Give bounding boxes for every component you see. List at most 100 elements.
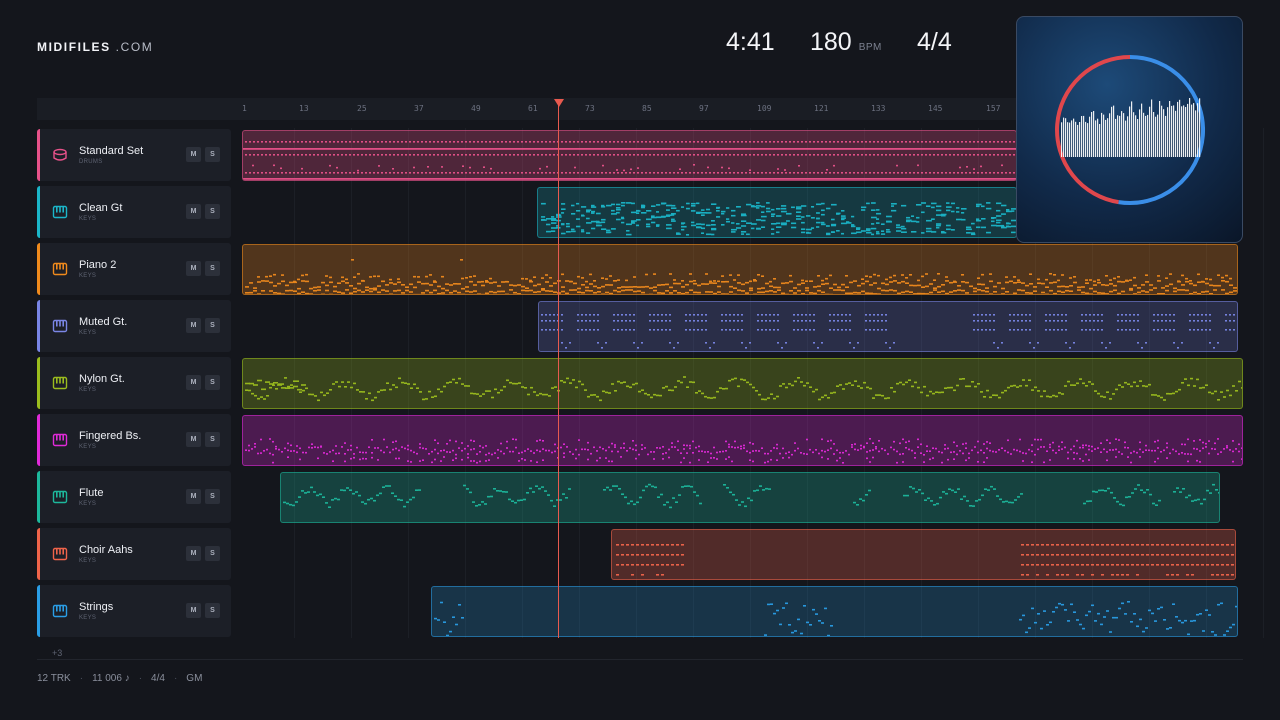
ruler-tick: 61 — [528, 104, 538, 113]
note-pattern — [243, 141, 1016, 180]
note-pattern — [434, 601, 1237, 636]
piano-icon — [52, 432, 68, 448]
note-pattern — [541, 202, 1016, 236]
solo-button[interactable]: S — [205, 204, 220, 219]
grid-line — [408, 128, 409, 638]
midi-standard: GM — [186, 673, 203, 684]
track-color-stripe — [37, 585, 40, 637]
tempo-value: 180 — [810, 28, 852, 56]
track-header[interactable]: Choir Aahs KEYS M S — [37, 528, 231, 580]
midi-clip[interactable] — [431, 586, 1238, 637]
track-category: KEYS — [79, 216, 97, 222]
note-pattern — [283, 483, 1219, 509]
timeline-ruler[interactable]: 1 13 25 37 49 61 73 85 97 109 121 133 145 157 — [37, 98, 1243, 120]
ruler-tick: 133 — [871, 104, 886, 113]
tempo-unit: BPM — [858, 42, 882, 53]
more-tracks[interactable]: +3 — [52, 648, 63, 658]
piano-icon — [52, 318, 68, 334]
solo-button[interactable]: S — [205, 318, 220, 333]
track-name: Flute — [79, 487, 104, 499]
mute-button[interactable]: M — [186, 375, 201, 390]
piano-icon — [52, 261, 68, 277]
ruler-tick: 37 — [414, 104, 424, 113]
track-color-stripe — [37, 300, 40, 352]
track-header[interactable]: Standard Set DRUMS M S — [37, 129, 231, 181]
midi-clip[interactable] — [611, 529, 1236, 580]
solo-button[interactable]: S — [205, 261, 220, 276]
grid-line — [1149, 128, 1150, 638]
grid-line — [465, 128, 466, 638]
track-name: Piano 2 — [79, 259, 117, 271]
ruler-tick: 73 — [585, 104, 595, 113]
logo: MIDIFILES .COM — [37, 40, 154, 54]
solo-button[interactable]: S — [205, 546, 220, 561]
solo-button[interactable]: S — [205, 375, 220, 390]
track-name: Nylon Gt. — [79, 373, 125, 385]
playhead[interactable] — [558, 102, 559, 638]
track-category: KEYS — [79, 273, 97, 279]
piano-icon — [52, 489, 68, 505]
mute-button[interactable]: M — [186, 603, 201, 618]
track-header[interactable]: Strings KEYS M S — [37, 585, 231, 637]
solo-button[interactable]: S — [205, 489, 220, 504]
solo-button[interactable]: S — [205, 603, 220, 618]
ruler-tick: 49 — [471, 104, 481, 113]
tempo: 180 BPM — [810, 28, 917, 57]
ruler-tick: 157 — [986, 104, 1001, 113]
grid-line — [750, 128, 751, 638]
midi-clip[interactable] — [242, 358, 1243, 409]
track-category: KEYS — [79, 615, 97, 621]
note-count: 11 006 ♪ — [92, 673, 130, 684]
track-category: KEYS — [79, 444, 97, 450]
solo-button[interactable]: S — [205, 432, 220, 447]
track-name: Fingered Bs. — [79, 430, 142, 442]
track-category: DRUMS — [79, 159, 103, 165]
note-pattern — [245, 376, 1242, 402]
track-color-stripe — [37, 414, 40, 466]
note-pattern — [541, 314, 1235, 349]
solo-button[interactable]: S — [205, 147, 220, 162]
grid-line — [1263, 128, 1264, 638]
grid-line — [1092, 128, 1093, 638]
midi-clip[interactable] — [242, 415, 1243, 466]
piano-icon — [52, 375, 68, 391]
mute-button[interactable]: M — [186, 204, 201, 219]
track-name: Choir Aahs — [79, 544, 133, 556]
mute-button[interactable]: M — [186, 489, 201, 504]
mute-button[interactable]: M — [186, 432, 201, 447]
track-color-stripe — [37, 186, 40, 238]
track-count: 12 TRK — [37, 673, 71, 684]
mute-button[interactable]: M — [186, 147, 201, 162]
mute-button[interactable]: M — [186, 261, 201, 276]
track-color-stripe — [37, 243, 40, 295]
track-header[interactable]: Fingered Bs. KEYS M S — [37, 414, 231, 466]
note-pattern — [616, 544, 1234, 576]
track-name: Muted Gt. — [79, 316, 128, 328]
footer-info: 12 TRK · 11 006 ♪ · 4/4 · GM — [37, 673, 203, 684]
track-header[interactable]: Piano 2 KEYS M S — [37, 243, 231, 295]
midi-clip[interactable] — [242, 130, 1017, 181]
mute-button[interactable]: M — [186, 318, 201, 333]
track-header[interactable]: Clean Gt KEYS M S — [37, 186, 231, 238]
grid-line — [1206, 128, 1207, 638]
audio-visualizer — [1016, 16, 1243, 243]
ruler-tick: 145 — [928, 104, 943, 113]
mute-button[interactable]: M — [186, 546, 201, 561]
midi-clip[interactable] — [280, 472, 1220, 523]
ruler-tick: 85 — [642, 104, 652, 113]
track-name: Standard Set — [79, 145, 144, 157]
ruler-tick: 121 — [814, 104, 829, 113]
playhead-marker[interactable] — [554, 99, 564, 107]
footer-meter: 4/4 — [151, 673, 165, 684]
midi-clip[interactable] — [538, 301, 1238, 352]
midi-clip[interactable] — [537, 187, 1017, 238]
piano-icon — [52, 603, 68, 619]
track-lanes[interactable] — [240, 128, 1264, 638]
ruler-tick: 109 — [757, 104, 772, 113]
track-header[interactable]: Nylon Gt. KEYS M S — [37, 357, 231, 409]
midi-clip[interactable] — [242, 244, 1238, 295]
track-header[interactable]: Flute KEYS M S — [37, 471, 231, 523]
footer-divider — [37, 659, 1243, 660]
ruler-tick: 97 — [699, 104, 709, 113]
track-header[interactable]: Muted Gt. KEYS M S — [37, 300, 231, 352]
